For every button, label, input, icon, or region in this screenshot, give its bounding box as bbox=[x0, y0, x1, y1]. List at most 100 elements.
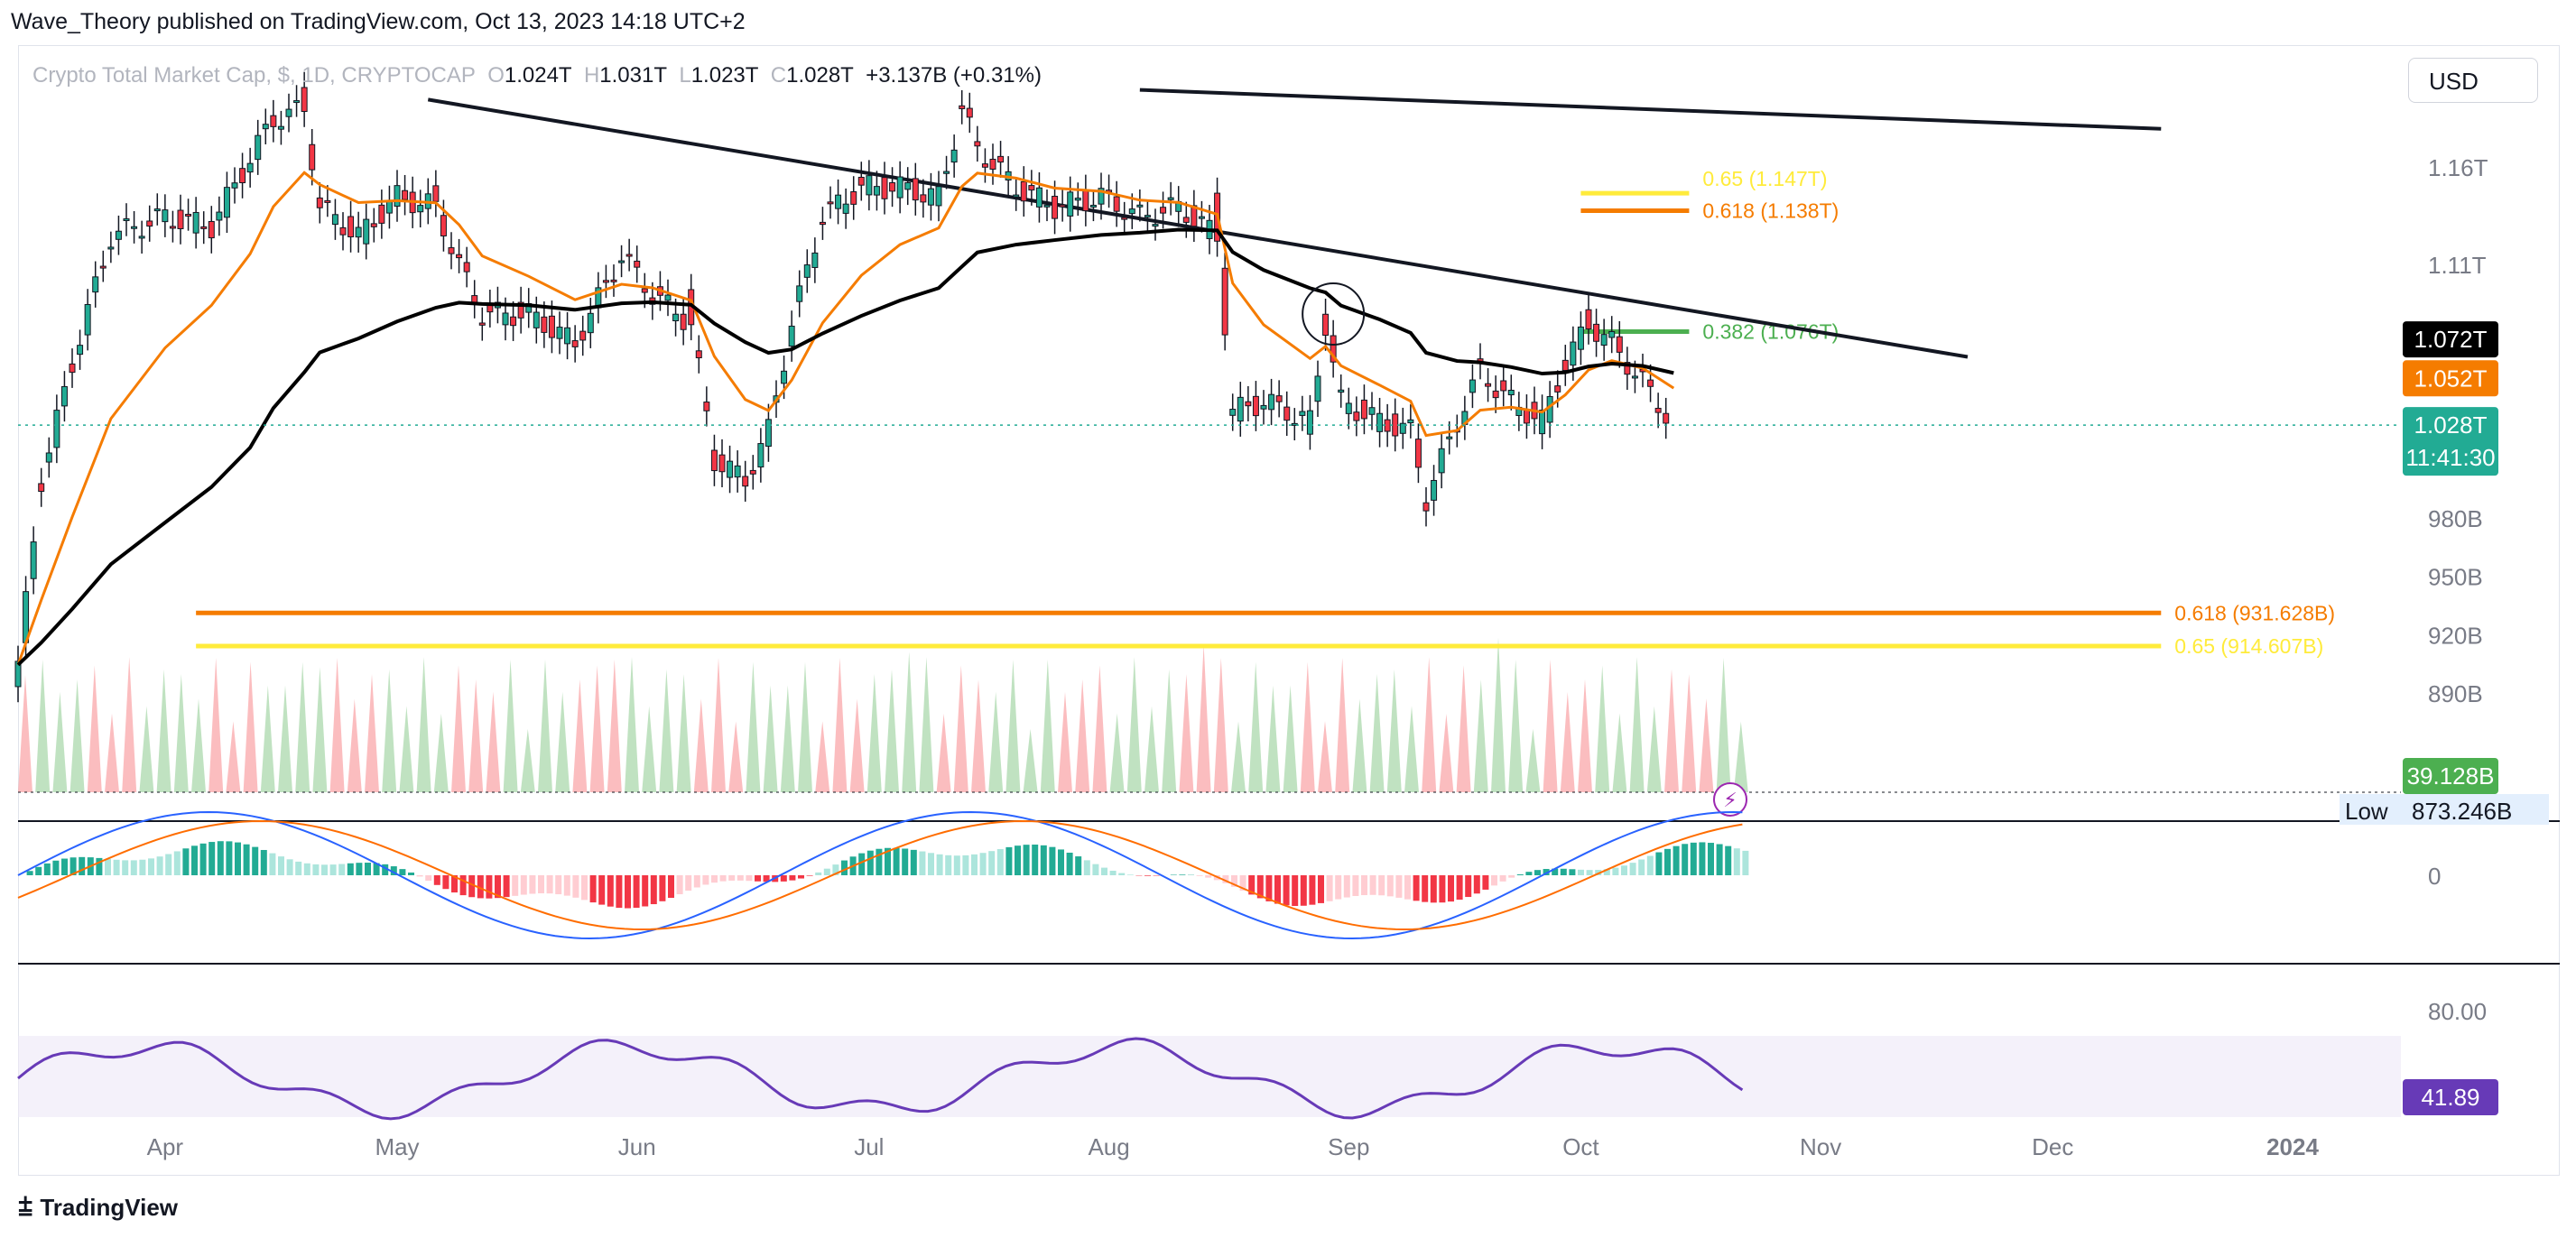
candle-up bbox=[664, 294, 672, 301]
candle-down bbox=[456, 254, 463, 259]
x-tick-label: 2024 bbox=[2266, 1133, 2319, 1160]
macd-histogram-bar bbox=[1274, 875, 1281, 904]
candle-down bbox=[169, 226, 176, 229]
macd-histogram-bar bbox=[1326, 875, 1333, 901]
macd-histogram-bar bbox=[1335, 875, 1342, 900]
candle-up bbox=[1539, 410, 1546, 435]
candle-up bbox=[1128, 208, 1135, 215]
candle-up bbox=[1136, 204, 1144, 208]
candle-down bbox=[974, 141, 981, 147]
candle-down bbox=[1221, 267, 1228, 336]
macd-histogram-bar bbox=[650, 875, 657, 905]
candle-down bbox=[1624, 362, 1631, 375]
fib-level-label: 0.618 (931.628B) bbox=[2174, 601, 2335, 624]
macd-histogram-bar bbox=[1708, 843, 1714, 875]
candle-up bbox=[223, 187, 230, 218]
candle-up bbox=[1399, 422, 1406, 434]
macd-histogram-bar bbox=[35, 866, 42, 875]
candle-up bbox=[1608, 330, 1616, 338]
candle-up bbox=[1507, 389, 1515, 396]
macd-histogram-bar bbox=[1525, 872, 1533, 875]
macd-histogram-bar bbox=[1032, 845, 1039, 875]
candle-up bbox=[842, 203, 849, 214]
macd-histogram-bar bbox=[1005, 846, 1013, 875]
candle-up bbox=[1089, 204, 1097, 208]
macd-histogram-bar bbox=[1448, 875, 1454, 902]
candle-up bbox=[385, 200, 393, 214]
chart-frame bbox=[18, 45, 2560, 1176]
candle-down bbox=[959, 105, 966, 109]
macd-histogram-bar bbox=[1040, 845, 1047, 875]
macd-line bbox=[17, 810, 1743, 940]
candle-down bbox=[432, 185, 440, 202]
macd-histogram-bar bbox=[1725, 845, 1732, 875]
candle-down bbox=[1647, 379, 1654, 387]
candle-down bbox=[710, 449, 718, 472]
macd-histogram-bar bbox=[1673, 845, 1680, 875]
candle-up bbox=[788, 325, 795, 347]
rsi-value-tag: 41.89 bbox=[2421, 1084, 2479, 1111]
candle-down bbox=[239, 168, 246, 184]
ema-200-line bbox=[16, 227, 1674, 667]
macd-histogram-bar bbox=[26, 871, 33, 875]
candle-up bbox=[285, 108, 292, 117]
macd-histogram-bar bbox=[685, 875, 692, 892]
candle-up bbox=[1368, 407, 1376, 415]
candle-down bbox=[200, 226, 208, 229]
macd-histogram-bar bbox=[1283, 875, 1290, 906]
candle-down bbox=[1585, 309, 1592, 330]
macd-histogram-bar bbox=[338, 864, 346, 875]
macd-histogram-bar bbox=[996, 848, 1004, 875]
x-tick-label: Jun bbox=[618, 1133, 656, 1160]
macd-histogram-bar bbox=[746, 875, 753, 882]
candle-up bbox=[1067, 191, 1074, 217]
macd-histogram-bar bbox=[208, 842, 216, 875]
alert-icon bbox=[1713, 782, 1747, 817]
candle-down bbox=[1059, 204, 1066, 208]
candle-up bbox=[1035, 187, 1042, 208]
macd-histogram-bar bbox=[798, 875, 804, 879]
candle-up bbox=[1237, 396, 1244, 422]
macd-histogram-bar bbox=[356, 863, 363, 875]
macd-histogram-bar bbox=[252, 846, 259, 875]
candle-up bbox=[1345, 402, 1352, 414]
macd-histogram-bar bbox=[1109, 870, 1117, 875]
macd-histogram-bar bbox=[945, 855, 952, 875]
macd-histogram-bar bbox=[1491, 875, 1497, 886]
fib-level-label: 0.618 (1.138T) bbox=[1702, 199, 1839, 223]
macd-histogram-bar bbox=[347, 863, 354, 875]
candle-down bbox=[478, 322, 486, 326]
macd-histogram-bar bbox=[1222, 875, 1229, 883]
x-tick-label: Apr bbox=[147, 1133, 184, 1160]
macd-histogram-bar bbox=[1292, 875, 1299, 907]
ema-50-tag-bg bbox=[2403, 360, 2498, 397]
rsi-value-tag-bg bbox=[2403, 1079, 2498, 1115]
y-tick-label: 1.11T bbox=[2428, 252, 2487, 279]
low-value: 873.246B bbox=[2412, 798, 2512, 825]
macd-histogram-bar bbox=[1465, 875, 1472, 898]
candle-down bbox=[1414, 439, 1422, 468]
ema-200-tag-bg bbox=[2403, 321, 2498, 358]
macd-histogram-bar bbox=[182, 848, 190, 875]
macd-histogram-bar bbox=[1205, 875, 1212, 878]
fib-level-label: 0.65 (914.607B) bbox=[2174, 634, 2323, 658]
candle-up bbox=[1431, 479, 1438, 501]
candle-up bbox=[363, 218, 370, 245]
macd-histogram-bar bbox=[1456, 875, 1463, 901]
change-value: +3.137B (+0.31%) bbox=[866, 63, 1042, 88]
macd-histogram-bar bbox=[442, 875, 449, 890]
macd-histogram-bar bbox=[1516, 874, 1524, 875]
candle-up bbox=[60, 385, 68, 407]
macd-histogram-bar bbox=[832, 864, 839, 875]
macd-histogram-bar bbox=[486, 875, 493, 899]
currency-selector[interactable]: USD bbox=[2408, 58, 2538, 103]
macd-histogram-bar bbox=[755, 875, 761, 882]
symbol-name: Crypto Total Market Cap, $, 1D, CRYPTOCA… bbox=[32, 63, 476, 88]
macd-histogram-bar bbox=[676, 875, 683, 895]
macd-histogram-bar bbox=[1413, 875, 1420, 901]
candle-down bbox=[402, 189, 409, 200]
macd-histogram-bar bbox=[1603, 869, 1610, 875]
candle-up bbox=[417, 205, 424, 213]
macd-histogram-bar bbox=[79, 856, 86, 875]
